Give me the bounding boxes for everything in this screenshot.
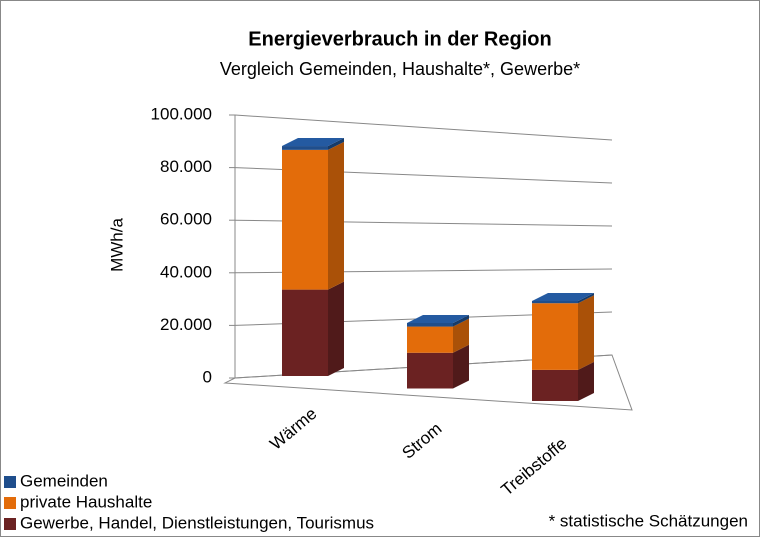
legend-label: Gemeinden (20, 471, 108, 490)
chart-title: Energieverbrauch in der Region (248, 28, 551, 50)
bar (532, 292, 594, 304)
bar-top (532, 292, 594, 301)
bar-top (282, 138, 344, 147)
y-tick-label: 20.000 (160, 315, 212, 334)
y-tick-label: 60.000 (160, 210, 212, 229)
bar-front (407, 326, 453, 353)
bar-top (407, 315, 469, 324)
legend-label: private Haushalte (20, 492, 152, 511)
bar-side (328, 138, 344, 150)
legend-swatch (4, 476, 16, 488)
floor (223, 354, 633, 411)
y-axis-label: MWh/a (107, 218, 126, 272)
bar-side (578, 295, 594, 370)
bar-side (578, 361, 594, 401)
bar-side (453, 344, 469, 389)
bar (407, 315, 469, 327)
bar (407, 344, 469, 389)
bar (282, 141, 344, 290)
legend-label: Gewerbe, Handel, Dienstleistungen, Touri… (20, 513, 374, 532)
bar-front (532, 369, 578, 401)
bar-front (282, 289, 328, 376)
legend-swatch (4, 518, 16, 530)
bar-side (328, 281, 344, 376)
bar (282, 281, 344, 376)
bar-side (578, 292, 594, 304)
bar-side (328, 141, 344, 290)
bar-front (532, 300, 578, 304)
grid-line (234, 114, 613, 141)
bar (407, 318, 469, 353)
y-tick-label: 100.000 (151, 104, 212, 123)
bar-side (453, 318, 469, 353)
bar-front (407, 323, 453, 327)
bar-front (407, 352, 453, 389)
bar-front (282, 146, 328, 150)
legend-swatch (4, 497, 16, 509)
footnote: * statistische Schätzungen (549, 511, 748, 530)
bar-front (532, 303, 578, 370)
bar-side (453, 315, 469, 327)
bar-front (282, 149, 328, 290)
bar (532, 295, 594, 370)
bar (282, 138, 344, 150)
y-tick-label: 40.000 (160, 262, 212, 281)
bar (532, 361, 594, 401)
y-tick-label: 0 (203, 367, 212, 386)
chart-subtitle: Vergleich Gemeinden, Haushalte*, Gewerbe… (220, 59, 580, 79)
y-tick-label: 80.000 (160, 157, 212, 176)
